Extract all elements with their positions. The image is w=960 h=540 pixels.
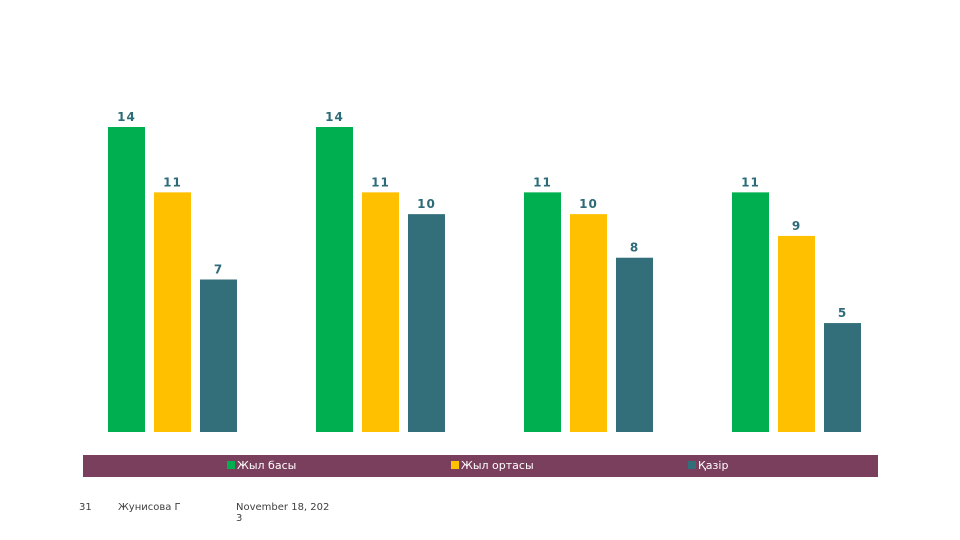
bar-zhyl-basy-4	[732, 192, 769, 432]
bar-zhyl-ortasy-4	[778, 235, 815, 432]
bar-qazir-2	[408, 214, 445, 432]
legend-swatch-qazir	[688, 461, 696, 469]
legend-item-qazir: Қазір	[688, 459, 728, 473]
bar-zhyl-basy-1	[108, 127, 145, 432]
bar-qazir-4	[824, 323, 861, 432]
data-label-zhyl-ortasy-1: 11	[163, 175, 182, 189]
legend-label-zhyl-basy: Жыл басы	[237, 459, 297, 472]
legend-item-zhyl-ortasy: Жыл ортасы	[451, 459, 534, 473]
bar-zhyl-basy-2	[316, 127, 353, 432]
data-label-qazir-4: 5	[838, 306, 847, 320]
legend-swatch-zhyl-basy	[227, 461, 235, 469]
data-label-qazir-1: 7	[214, 263, 223, 277]
bar-zhyl-ortasy-1	[154, 192, 191, 432]
legend-swatch-zhyl-ortasy	[451, 461, 459, 469]
data-label-zhyl-basy-3: 11	[533, 175, 552, 189]
bar-zhyl-ortasy-2	[362, 192, 399, 432]
bar-qazir-3	[616, 257, 653, 432]
data-label-zhyl-ortasy-4: 9	[792, 219, 801, 233]
data-label-zhyl-basy-2: 14	[325, 110, 344, 124]
bar-qazir-1	[200, 279, 237, 432]
slide-number: 31	[79, 502, 92, 513]
data-label-zhyl-basy-1: 14	[117, 110, 136, 124]
legend: Жыл басы Жыл ортасы Қазір	[83, 455, 878, 477]
data-label-qazir-3: 8	[630, 241, 639, 255]
data-label-zhyl-ortasy-3: 10	[579, 197, 598, 211]
legend-label-zhyl-ortasy: Жыл ортасы	[461, 459, 534, 472]
legend-label-qazir: Қазір	[698, 459, 729, 472]
footer-date-line1: November 18, 202	[236, 502, 330, 513]
bar-zhyl-basy-3	[524, 192, 561, 432]
bar-chart: 14 11 7 14 11 10 11 10 8 11 9 5	[108, 110, 861, 432]
data-label-zhyl-ortasy-2: 11	[371, 175, 390, 189]
bar-zhyl-ortasy-3	[570, 214, 607, 432]
data-label-zhyl-basy-4: 11	[741, 175, 760, 189]
data-label-qazir-2: 10	[417, 197, 436, 211]
legend-item-zhyl-basy: Жыл басы	[227, 459, 296, 473]
footer-date-line2: 3	[236, 513, 243, 524]
footer-author: Жунисова Г	[118, 502, 181, 513]
